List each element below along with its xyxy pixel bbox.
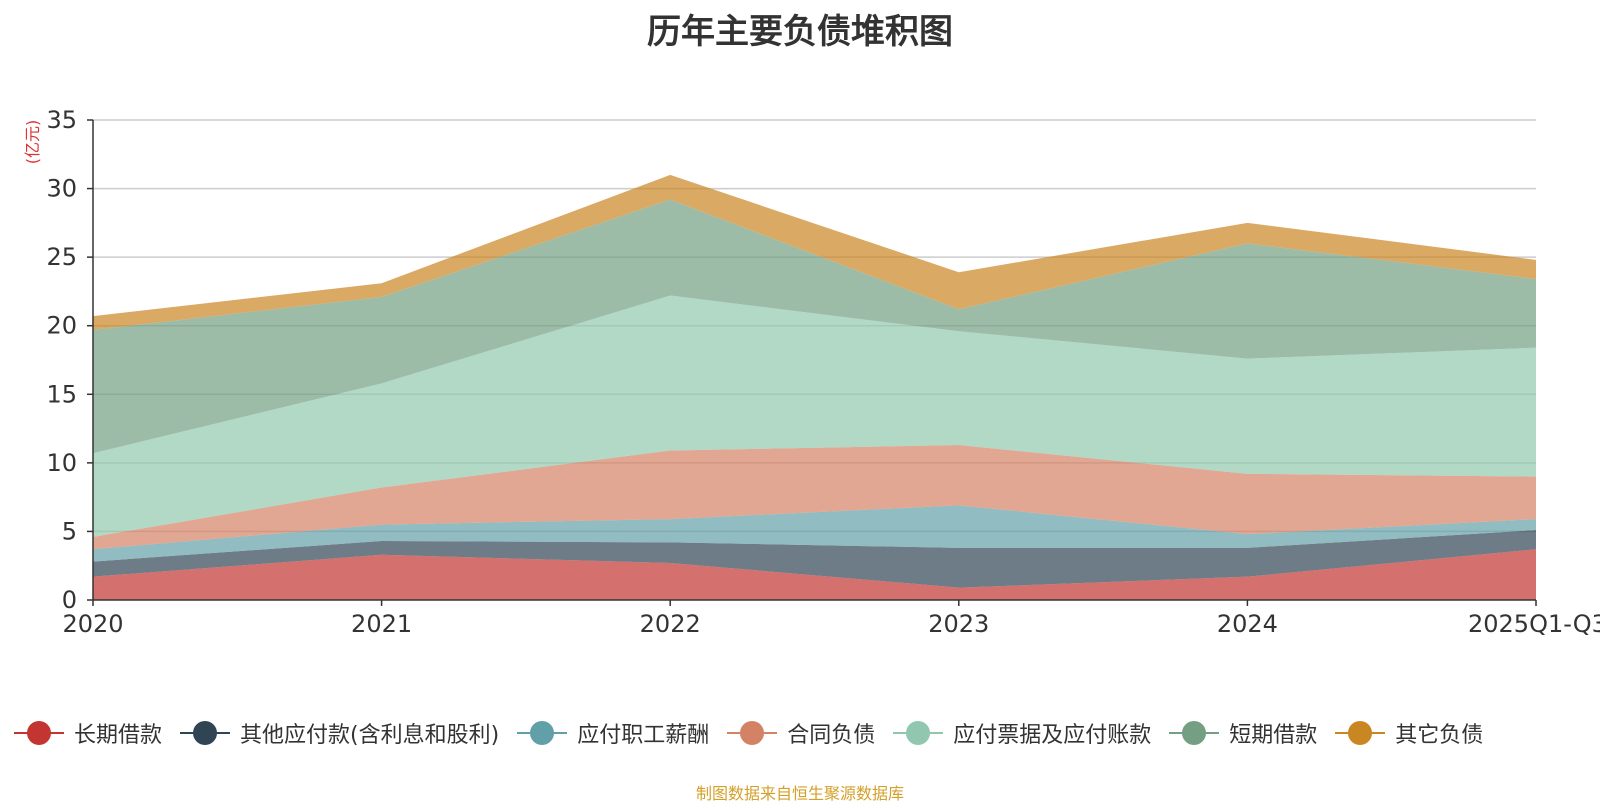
legend-marker-icon — [1335, 721, 1386, 745]
y-tick-label-10: 10 — [46, 449, 77, 477]
chart-legend: 长期借款 其他应付款(含利息和股利) 应付职工薪酬 合同负债 应付票据及应付账款 短期借款… — [14, 718, 1501, 748]
y-tick-label-0: 0 — [62, 586, 77, 614]
source-note: 制图数据来自恒生聚源数据库 — [695, 784, 904, 803]
legend-label: 长期借款 — [74, 723, 163, 748]
x-tick-label-3: 2023 — [928, 610, 989, 638]
y-tick-label-5: 5 — [62, 517, 77, 545]
legend-item-4[interactable]: 应付票据及应付账款 — [893, 717, 1151, 749]
x-tick-label-5: 2025Q1-Q3 — [1468, 610, 1600, 638]
legend-label: 其他应付款(含利息和股利) — [240, 723, 500, 748]
chart-title: 历年主要负债堆积图 — [647, 12, 953, 52]
legend-marker-icon — [727, 721, 778, 745]
legend-label: 其它负债 — [1395, 723, 1484, 748]
area-series-3 — [93, 445, 1536, 550]
y-tick-label-20: 20 — [46, 312, 77, 340]
area-layer — [93, 174, 1536, 600]
legend-label: 合同负债 — [787, 723, 876, 748]
area-series-1 — [93, 530, 1536, 588]
legend-marker-icon — [1169, 721, 1220, 745]
legend-item-0[interactable]: 长期借款 — [14, 717, 162, 749]
y-axis-label: (亿元) — [23, 120, 42, 165]
x-tick-label-2: 2022 — [640, 610, 701, 638]
y-tick-label-25: 25 — [46, 243, 77, 271]
area-series-4 — [93, 295, 1536, 537]
legend-label: 应付职工薪酬 — [577, 723, 710, 748]
legend-item-3[interactable]: 合同负债 — [727, 717, 875, 749]
area-series-0 — [93, 549, 1536, 600]
legend-label: 应付票据及应付账款 — [953, 723, 1152, 748]
x-tick-label-4: 2024 — [1217, 610, 1278, 638]
legend-marker-icon — [517, 721, 568, 745]
area-series-6 — [93, 174, 1536, 330]
legend-marker-icon — [14, 721, 64, 745]
area-series-5 — [93, 199, 1536, 454]
legend-marker-icon — [893, 721, 944, 745]
legend-item-5[interactable]: 短期借款 — [1169, 717, 1317, 749]
x-tick-label-0: 2020 — [62, 610, 123, 638]
axis-layer: 0 5 10 15 20 25 30 35 2020 2021 2022 2023 2024 2025Q1… — [46, 106, 1600, 638]
y-tick-label-30: 30 — [46, 175, 77, 203]
legend-marker-icon — [180, 721, 231, 745]
y-tick-label-35: 35 — [46, 106, 77, 134]
y-tick-label-15: 15 — [46, 380, 77, 408]
legend-item-2[interactable]: 应付职工薪酬 — [517, 717, 709, 749]
x-tick-label-1: 2021 — [351, 610, 412, 638]
legend-label: 短期借款 — [1229, 723, 1318, 748]
legend-item-6[interactable]: 其它负债 — [1335, 717, 1483, 749]
legend-item-1[interactable]: 其他应付款(含利息和股利) — [180, 717, 499, 749]
area-series-2 — [93, 505, 1536, 562]
